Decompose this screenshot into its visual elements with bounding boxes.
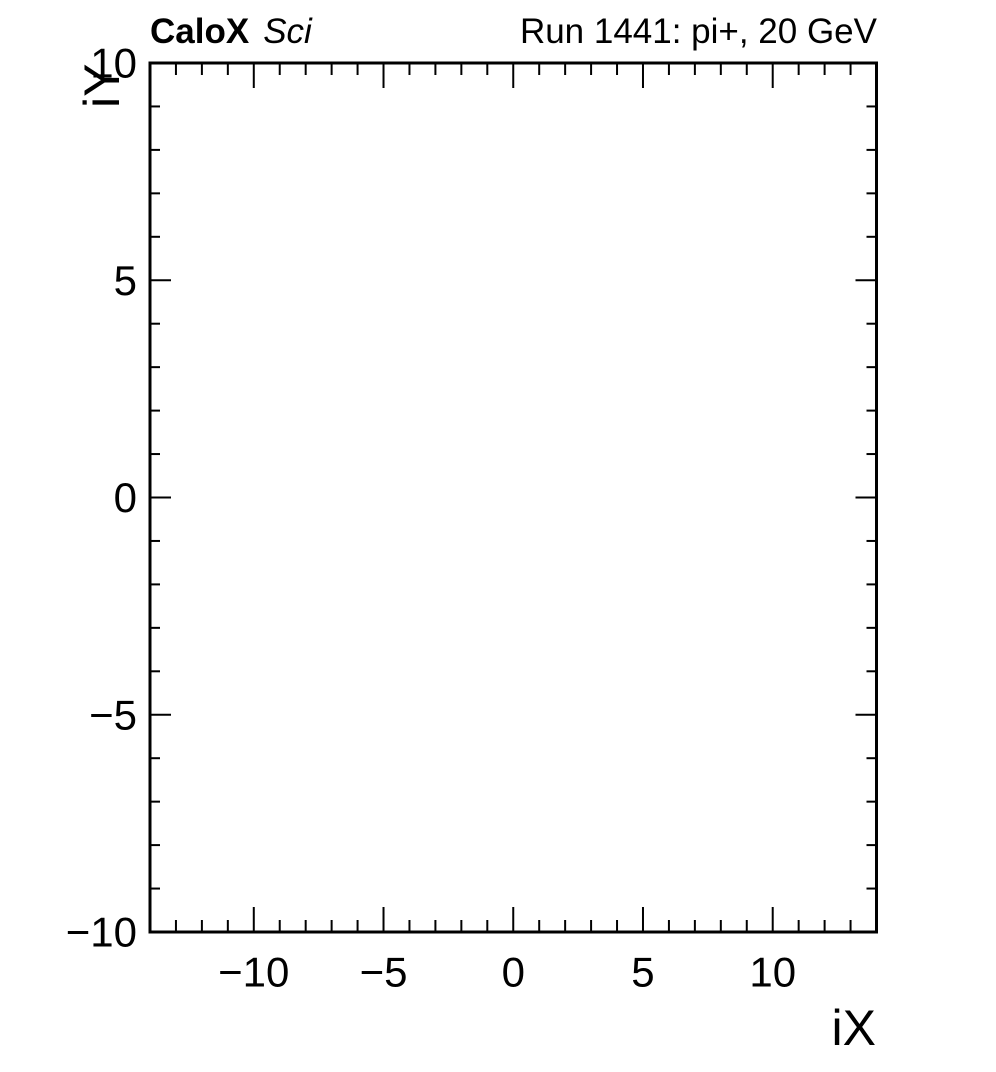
y-tick-label: 0 [114, 474, 137, 521]
x-tick-label: 0 [502, 949, 525, 996]
experiment-qualifier-label: Sci [263, 12, 312, 51]
y-tick-label: −10 [66, 909, 137, 956]
y-tick-label: 5 [114, 257, 137, 304]
x-axis-title: iX [832, 1000, 876, 1056]
y-tick-label: −5 [89, 691, 137, 738]
x-tick-label: 10 [749, 949, 796, 996]
experiment-name-label: CaloX [150, 12, 250, 51]
experiment-title: CaloX Sci [150, 13, 312, 51]
x-tick-label: −5 [360, 949, 408, 996]
plot-frame-border [148, 61, 878, 934]
run-info-label: Run 1441: pi+, 20 GeV [519, 12, 877, 51]
plot-header: CaloX Sci Run 1441: pi+, 20 GeV [150, 13, 877, 51]
y-axis-title: iY [74, 64, 130, 108]
x-tick-label: −10 [218, 949, 289, 996]
y-tick-label: 10 [90, 40, 137, 87]
x-tick-label: 5 [631, 949, 654, 996]
